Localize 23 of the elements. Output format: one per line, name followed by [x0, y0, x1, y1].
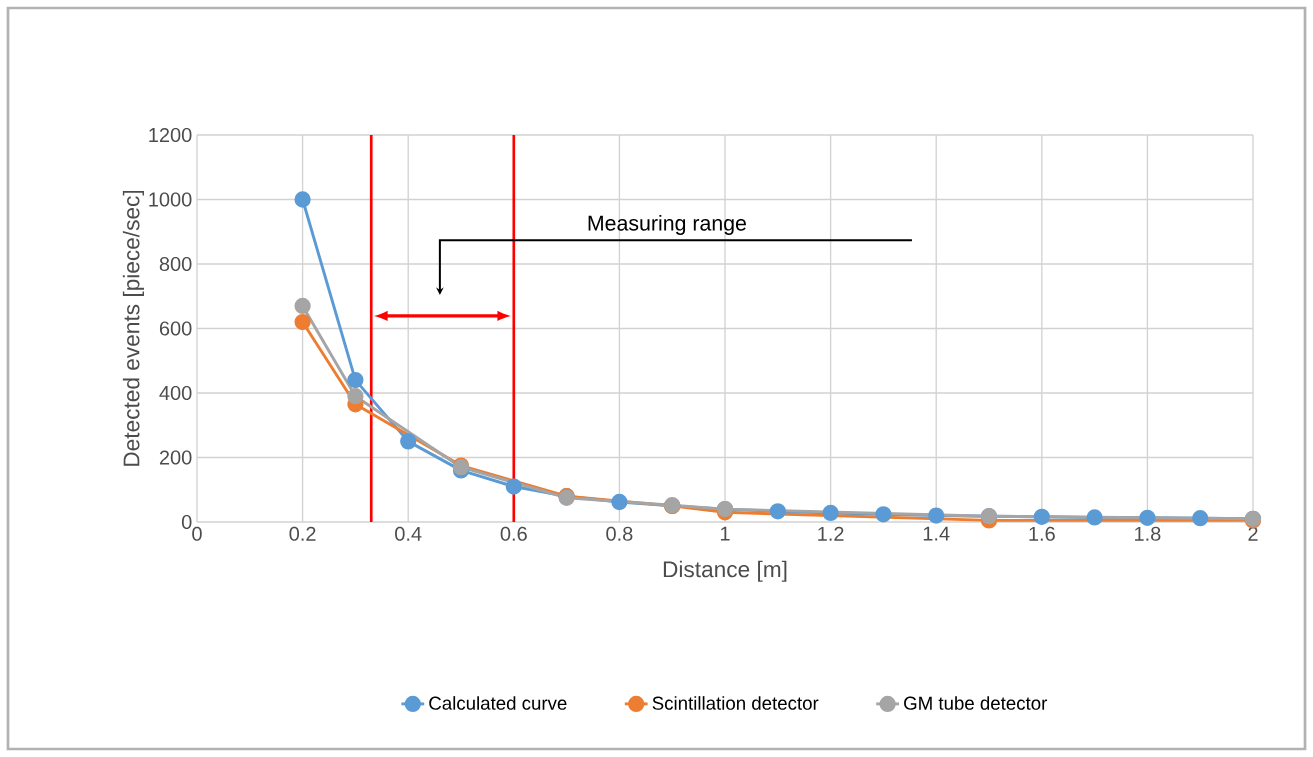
x-axis-title: Distance [m] — [663, 560, 787, 582]
x-tick-label: 0.4 — [395, 526, 422, 541]
legend-label: Calculated curve — [429, 696, 567, 710]
annotation: Measuring range — [588, 215, 746, 235]
legend-label: GM tube detector — [904, 696, 1048, 710]
y-tick-label: 600 — [159, 321, 192, 336]
y-tick-label: 0 — [181, 514, 192, 530]
x-tick-label: 1.6 — [1029, 526, 1055, 541]
x-tick-label: 0.8 — [606, 526, 633, 541]
legend-label: Scintillation detector — [652, 696, 819, 710]
x-tick-label: 1.8 — [1135, 526, 1161, 541]
x-tick-label: 0.6 — [500, 526, 527, 541]
x-tick-label: 1.4 — [923, 526, 950, 541]
x-tick-label: 1 — [720, 526, 730, 541]
y-tick-label: 1200 — [149, 127, 192, 143]
x-tick-label: 0 — [192, 526, 202, 541]
y-axis-title: Detected events [piece/sec] — [122, 190, 144, 466]
y-tick-label: 400 — [159, 385, 192, 401]
y-tick-label: 1000 — [149, 192, 192, 207]
x-tick-label: 1.2 — [818, 526, 844, 541]
y-tick-label: 200 — [159, 450, 192, 465]
x-tick-label: 0.2 — [289, 526, 316, 541]
y-tick-label: 800 — [159, 256, 192, 272]
